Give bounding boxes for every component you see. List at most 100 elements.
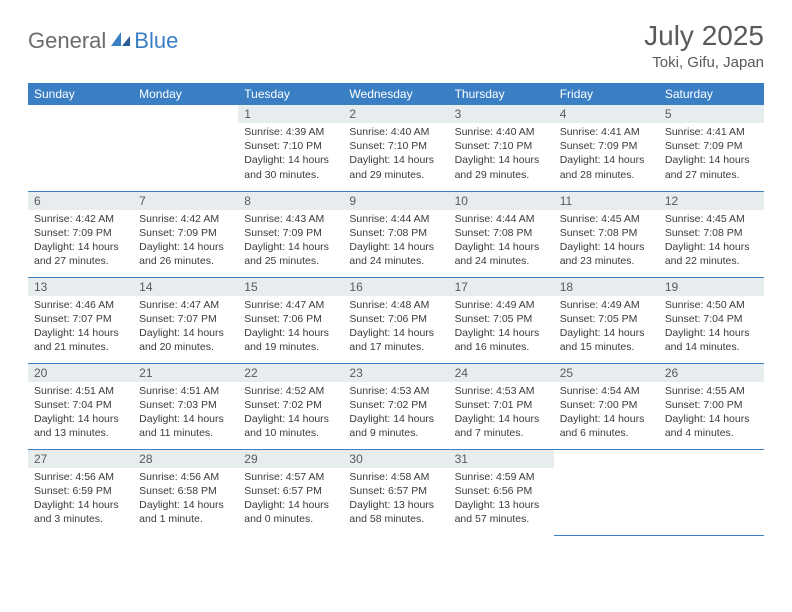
calendar-day-cell: 8Sunrise: 4:43 AMSunset: 7:09 PMDaylight… xyxy=(238,191,343,277)
sunrise-text: Sunrise: 4:46 AM xyxy=(34,298,127,312)
sunrise-text: Sunrise: 4:42 AM xyxy=(34,212,127,226)
day-details: Sunrise: 4:42 AMSunset: 7:09 PMDaylight:… xyxy=(28,210,133,273)
day-number: 28 xyxy=(133,450,238,468)
sunset-text: Sunset: 7:01 PM xyxy=(455,398,548,412)
sunrise-text: Sunrise: 4:54 AM xyxy=(560,384,653,398)
calendar-day-cell: 7Sunrise: 4:42 AMSunset: 7:09 PMDaylight… xyxy=(133,191,238,277)
day-details: Sunrise: 4:52 AMSunset: 7:02 PMDaylight:… xyxy=(238,382,343,445)
day-header: Wednesday xyxy=(343,83,448,105)
sunrise-text: Sunrise: 4:55 AM xyxy=(665,384,758,398)
calendar-day-cell: 14Sunrise: 4:47 AMSunset: 7:07 PMDayligh… xyxy=(133,277,238,363)
day-number: 21 xyxy=(133,364,238,382)
day-details: Sunrise: 4:39 AMSunset: 7:10 PMDaylight:… xyxy=(238,123,343,186)
day-number: 17 xyxy=(449,278,554,296)
sunrise-text: Sunrise: 4:41 AM xyxy=(665,125,758,139)
calendar-day-cell: 13Sunrise: 4:46 AMSunset: 7:07 PMDayligh… xyxy=(28,277,133,363)
day-details: Sunrise: 4:41 AMSunset: 7:09 PMDaylight:… xyxy=(659,123,764,186)
sunrise-text: Sunrise: 4:51 AM xyxy=(34,384,127,398)
daylight-text: Daylight: 13 hours and 58 minutes. xyxy=(349,498,442,526)
day-number: 24 xyxy=(449,364,554,382)
sunset-text: Sunset: 7:06 PM xyxy=(244,312,337,326)
daylight-text: Daylight: 14 hours and 9 minutes. xyxy=(349,412,442,440)
daylight-text: Daylight: 14 hours and 22 minutes. xyxy=(665,240,758,268)
sunset-text: Sunset: 7:03 PM xyxy=(139,398,232,412)
sunset-text: Sunset: 7:08 PM xyxy=(349,226,442,240)
calendar-day-cell: 2Sunrise: 4:40 AMSunset: 7:10 PMDaylight… xyxy=(343,105,448,191)
calendar-day-cell: 28Sunrise: 4:56 AMSunset: 6:58 PMDayligh… xyxy=(133,449,238,535)
brand-word-2: Blue xyxy=(134,28,178,54)
calendar-day-cell: 16Sunrise: 4:48 AMSunset: 7:06 PMDayligh… xyxy=(343,277,448,363)
day-number: 6 xyxy=(28,192,133,210)
calendar-day-cell: 24Sunrise: 4:53 AMSunset: 7:01 PMDayligh… xyxy=(449,363,554,449)
day-details: Sunrise: 4:53 AMSunset: 7:02 PMDaylight:… xyxy=(343,382,448,445)
day-details: Sunrise: 4:56 AMSunset: 6:59 PMDaylight:… xyxy=(28,468,133,531)
calendar-day-cell: 9Sunrise: 4:44 AMSunset: 7:08 PMDaylight… xyxy=(343,191,448,277)
day-header: Sunday xyxy=(28,83,133,105)
page-header: General Blue July 2025 Toki, Gifu, Japan xyxy=(28,20,764,71)
day-details: Sunrise: 4:45 AMSunset: 7:08 PMDaylight:… xyxy=(554,210,659,273)
day-number: 27 xyxy=(28,450,133,468)
day-details: Sunrise: 4:58 AMSunset: 6:57 PMDaylight:… xyxy=(343,468,448,531)
daylight-text: Daylight: 14 hours and 21 minutes. xyxy=(34,326,127,354)
daylight-text: Daylight: 14 hours and 7 minutes. xyxy=(455,412,548,440)
sunset-text: Sunset: 7:05 PM xyxy=(560,312,653,326)
sunset-text: Sunset: 7:05 PM xyxy=(455,312,548,326)
day-details: Sunrise: 4:53 AMSunset: 7:01 PMDaylight:… xyxy=(449,382,554,445)
sunrise-text: Sunrise: 4:40 AM xyxy=(349,125,442,139)
calendar-week-row: 20Sunrise: 4:51 AMSunset: 7:04 PMDayligh… xyxy=(28,363,764,449)
sunset-text: Sunset: 6:59 PM xyxy=(34,484,127,498)
calendar-day-cell: 30Sunrise: 4:58 AMSunset: 6:57 PMDayligh… xyxy=(343,449,448,535)
day-header: Saturday xyxy=(659,83,764,105)
day-details: Sunrise: 4:47 AMSunset: 7:07 PMDaylight:… xyxy=(133,296,238,359)
sunset-text: Sunset: 7:08 PM xyxy=(455,226,548,240)
sunset-text: Sunset: 7:07 PM xyxy=(34,312,127,326)
calendar-day-cell xyxy=(133,105,238,191)
day-number: 7 xyxy=(133,192,238,210)
day-header: Monday xyxy=(133,83,238,105)
calendar-day-cell: 21Sunrise: 4:51 AMSunset: 7:03 PMDayligh… xyxy=(133,363,238,449)
day-header: Thursday xyxy=(449,83,554,105)
daylight-text: Daylight: 14 hours and 27 minutes. xyxy=(34,240,127,268)
daylight-text: Daylight: 14 hours and 30 minutes. xyxy=(244,153,337,181)
sunrise-text: Sunrise: 4:59 AM xyxy=(455,470,548,484)
daylight-text: Daylight: 14 hours and 20 minutes. xyxy=(139,326,232,354)
calendar-day-cell: 11Sunrise: 4:45 AMSunset: 7:08 PMDayligh… xyxy=(554,191,659,277)
calendar-week-row: 13Sunrise: 4:46 AMSunset: 7:07 PMDayligh… xyxy=(28,277,764,363)
location-label: Toki, Gifu, Japan xyxy=(644,54,764,71)
daylight-text: Daylight: 14 hours and 24 minutes. xyxy=(455,240,548,268)
calendar-day-cell: 6Sunrise: 4:42 AMSunset: 7:09 PMDaylight… xyxy=(28,191,133,277)
calendar-day-cell: 3Sunrise: 4:40 AMSunset: 7:10 PMDaylight… xyxy=(449,105,554,191)
day-number: 29 xyxy=(238,450,343,468)
sunset-text: Sunset: 7:09 PM xyxy=(244,226,337,240)
sunset-text: Sunset: 7:08 PM xyxy=(665,226,758,240)
daylight-text: Daylight: 14 hours and 11 minutes. xyxy=(139,412,232,440)
daylight-text: Daylight: 14 hours and 14 minutes. xyxy=(665,326,758,354)
day-details: Sunrise: 4:44 AMSunset: 7:08 PMDaylight:… xyxy=(449,210,554,273)
day-details: Sunrise: 4:51 AMSunset: 7:04 PMDaylight:… xyxy=(28,382,133,445)
calendar-day-cell: 19Sunrise: 4:50 AMSunset: 7:04 PMDayligh… xyxy=(659,277,764,363)
day-details: Sunrise: 4:47 AMSunset: 7:06 PMDaylight:… xyxy=(238,296,343,359)
day-number: 2 xyxy=(343,105,448,123)
daylight-text: Daylight: 14 hours and 19 minutes. xyxy=(244,326,337,354)
sunrise-text: Sunrise: 4:41 AM xyxy=(560,125,653,139)
day-details: Sunrise: 4:49 AMSunset: 7:05 PMDaylight:… xyxy=(554,296,659,359)
calendar-day-cell xyxy=(554,449,659,535)
sunset-text: Sunset: 7:04 PM xyxy=(665,312,758,326)
sunset-text: Sunset: 7:10 PM xyxy=(455,139,548,153)
day-number: 9 xyxy=(343,192,448,210)
sunrise-text: Sunrise: 4:45 AM xyxy=(665,212,758,226)
sunrise-text: Sunrise: 4:49 AM xyxy=(560,298,653,312)
calendar-day-cell: 5Sunrise: 4:41 AMSunset: 7:09 PMDaylight… xyxy=(659,105,764,191)
day-number: 16 xyxy=(343,278,448,296)
day-number: 30 xyxy=(343,450,448,468)
day-number: 19 xyxy=(659,278,764,296)
sunrise-text: Sunrise: 4:42 AM xyxy=(139,212,232,226)
calendar-day-cell: 23Sunrise: 4:53 AMSunset: 7:02 PMDayligh… xyxy=(343,363,448,449)
daylight-text: Daylight: 14 hours and 4 minutes. xyxy=(665,412,758,440)
daylight-text: Daylight: 14 hours and 13 minutes. xyxy=(34,412,127,440)
calendar-day-cell: 31Sunrise: 4:59 AMSunset: 6:56 PMDayligh… xyxy=(449,449,554,535)
sunset-text: Sunset: 7:09 PM xyxy=(560,139,653,153)
sunrise-text: Sunrise: 4:57 AM xyxy=(244,470,337,484)
calendar-table: SundayMondayTuesdayWednesdayThursdayFrid… xyxy=(28,83,764,536)
sunset-text: Sunset: 7:02 PM xyxy=(244,398,337,412)
